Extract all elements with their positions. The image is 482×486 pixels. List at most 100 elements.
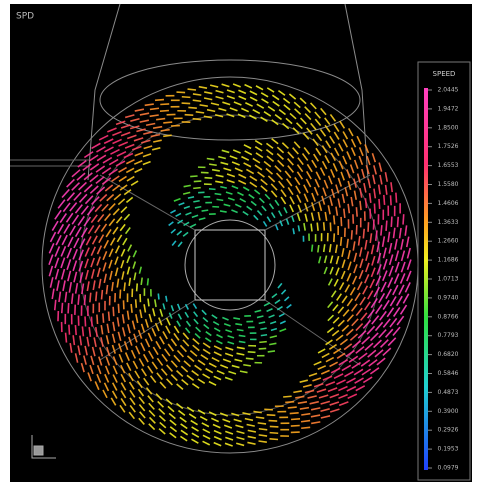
vector (108, 248, 114, 258)
vector (227, 341, 235, 345)
vector (346, 169, 351, 179)
vector (329, 266, 334, 275)
vector (296, 213, 301, 222)
vector (287, 186, 294, 196)
vector (237, 191, 244, 197)
vector (117, 198, 126, 206)
vector (48, 254, 54, 266)
vector (168, 221, 174, 227)
vector (120, 124, 131, 129)
vector (285, 400, 295, 404)
vector (334, 244, 338, 254)
vector (355, 323, 364, 332)
vector (287, 406, 297, 409)
vector (333, 131, 340, 140)
vector (167, 343, 175, 352)
vector (133, 272, 137, 281)
vector (270, 212, 276, 219)
vector (272, 100, 280, 107)
vector (341, 364, 352, 372)
vector (138, 358, 145, 367)
vector (366, 325, 376, 335)
vector (306, 127, 313, 135)
vector (116, 234, 123, 243)
vector (317, 348, 326, 354)
vector (71, 182, 80, 191)
vector (185, 320, 192, 327)
vector (314, 111, 321, 119)
vector (163, 134, 172, 138)
vector (114, 245, 121, 254)
vector (191, 214, 199, 219)
vector (133, 333, 138, 343)
vector (211, 356, 220, 363)
vector (194, 364, 202, 371)
vector (128, 372, 134, 382)
vector (156, 357, 164, 366)
vector (280, 196, 287, 205)
vector (328, 243, 332, 253)
vector (149, 114, 159, 118)
vector (226, 173, 236, 178)
vector (107, 127, 117, 133)
vector (127, 324, 131, 334)
vector (129, 389, 136, 398)
vector (145, 122, 156, 127)
vector (225, 329, 233, 333)
vector (104, 184, 114, 192)
vector (124, 143, 135, 149)
vector (169, 426, 178, 433)
vector (239, 198, 247, 203)
vector (292, 228, 295, 235)
vector (274, 199, 280, 206)
vector (310, 407, 321, 411)
vector (89, 163, 100, 171)
vector (90, 246, 96, 256)
vector (293, 390, 302, 394)
vector (66, 178, 75, 188)
vector (184, 311, 190, 318)
vector (384, 184, 388, 195)
vector (335, 267, 340, 276)
vector (244, 417, 254, 422)
vector (192, 117, 202, 121)
vector (116, 317, 120, 327)
vector (224, 376, 233, 381)
vector (86, 336, 90, 347)
vector (296, 164, 304, 173)
vector (66, 259, 72, 270)
vector (121, 271, 125, 280)
vector (201, 209, 209, 212)
vector (249, 96, 258, 102)
vector (148, 313, 153, 323)
vector (238, 340, 246, 344)
vector (283, 207, 288, 214)
vector (64, 291, 68, 303)
vector (76, 172, 86, 181)
vector (229, 107, 238, 112)
vector (277, 159, 285, 167)
vector (286, 303, 292, 309)
vector (394, 238, 398, 250)
vector (344, 284, 351, 293)
vector (292, 147, 299, 155)
vector (346, 272, 352, 282)
vector (301, 412, 311, 416)
vector (89, 185, 99, 194)
vector (108, 168, 118, 176)
vector (203, 323, 210, 330)
vector (363, 301, 371, 311)
vector (379, 174, 383, 185)
vector (349, 333, 359, 341)
vector (105, 228, 112, 238)
vector (62, 202, 71, 213)
vector (55, 234, 62, 246)
vector (97, 213, 105, 223)
vector (129, 404, 136, 413)
vector (211, 314, 218, 320)
vector (61, 234, 68, 246)
vector (173, 354, 181, 363)
velocity-vectors (48, 83, 412, 447)
vector (351, 275, 358, 285)
vector (402, 293, 410, 304)
